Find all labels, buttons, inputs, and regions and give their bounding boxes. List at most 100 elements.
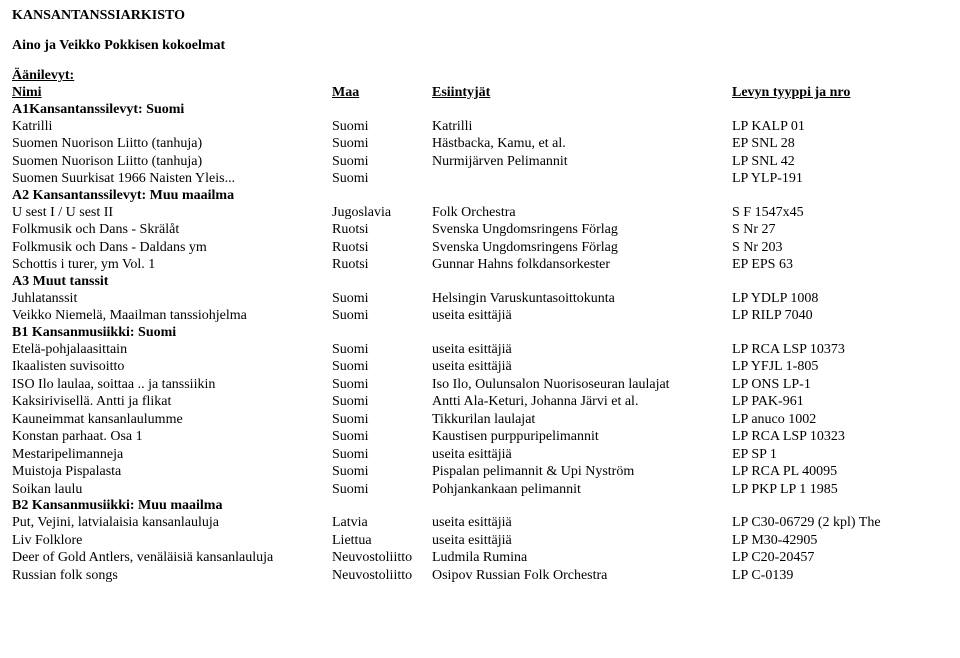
cell-country: Suomi bbox=[332, 358, 432, 376]
cell-name: Konstan parhaat. Osa 1 bbox=[12, 428, 332, 446]
cell-performer: Nurmijärven Pelimannit bbox=[432, 153, 732, 171]
cell-country: Ruotsi bbox=[332, 256, 432, 274]
cell-performer: Helsingin Varuskuntasoittokunta bbox=[432, 290, 732, 308]
cell-country: Suomi bbox=[332, 463, 432, 481]
cell-country: Jugoslavia bbox=[332, 204, 432, 222]
cell-country: Suomi bbox=[332, 135, 432, 153]
cell-type: LP YFJL 1-805 bbox=[732, 358, 948, 376]
cell-type: LP C-0139 bbox=[732, 567, 948, 585]
table-row: Deer of Gold Antlers, venäläisiä kansanl… bbox=[12, 549, 948, 567]
cell-type: LP RCA PL 40095 bbox=[732, 463, 948, 481]
cell-performer: Svenska Ungdomsringens Förlag bbox=[432, 239, 732, 257]
cell-country: Ruotsi bbox=[332, 221, 432, 239]
cell-performer: useita esittäjiä bbox=[432, 514, 732, 532]
cell-name: Soikan laulu bbox=[12, 481, 332, 499]
cell-type: LP anuco 1002 bbox=[732, 411, 948, 429]
table-row: JuhlatanssitSuomiHelsingin Varuskuntasoi… bbox=[12, 290, 948, 308]
cell-name: Kauneimmat kansanlaulumme bbox=[12, 411, 332, 429]
cell-country: Suomi bbox=[332, 428, 432, 446]
cell-name: U sest I / U sest II bbox=[12, 204, 332, 222]
table-row: MestaripelimannejaSuomiuseita esittäjiäE… bbox=[12, 446, 948, 464]
cell-performer: Katrilli bbox=[432, 118, 732, 136]
cell-performer: useita esittäjiä bbox=[432, 446, 732, 464]
table-row: Suomen Nuorison Liitto (tanhuja)SuomiNur… bbox=[12, 153, 948, 171]
cell-performer: Gunnar Hahns folkdansorkester bbox=[432, 256, 732, 274]
cell-country: Ruotsi bbox=[332, 239, 432, 257]
table-row: Kauneimmat kansanlaulummeSuomiTikkurilan… bbox=[12, 411, 948, 429]
table-row: Liv FolkloreLiettuauseita esittäjiäLP M3… bbox=[12, 532, 948, 550]
col-type-header: Levyn tyyppi ja nro bbox=[732, 84, 948, 102]
cell-country: Suomi bbox=[332, 376, 432, 394]
cell-name: Russian folk songs bbox=[12, 567, 332, 585]
cell-performer: Ludmila Rumina bbox=[432, 549, 732, 567]
cell-type: EP EPS 63 bbox=[732, 256, 948, 274]
cell-name: Suomen Suurkisat 1966 Naisten Yleis... bbox=[12, 170, 332, 188]
table-row: Muistoja PispalastaSuomiPispalan peliman… bbox=[12, 463, 948, 481]
col-country-header: Maa bbox=[332, 84, 432, 102]
cell-performer: Osipov Russian Folk Orchestra bbox=[432, 567, 732, 585]
cell-country: Liettua bbox=[332, 532, 432, 550]
cell-performer: useita esittäjiä bbox=[432, 358, 732, 376]
cell-country: Suomi bbox=[332, 307, 432, 325]
table-row: Suomen Nuorison Liitto (tanhuja)SuomiHäs… bbox=[12, 135, 948, 153]
cell-country: Suomi bbox=[332, 411, 432, 429]
cell-type: S Nr 27 bbox=[732, 221, 948, 239]
sections-container: A1Kansantanssilevyt: SuomiKatrilliSuomiK… bbox=[12, 102, 948, 585]
cell-name: Juhlatanssit bbox=[12, 290, 332, 308]
cell-type: LP PKP LP 1 1985 bbox=[732, 481, 948, 499]
cell-type: LP RCA LSP 10323 bbox=[732, 428, 948, 446]
table-row: ISO Ilo laulaa, soittaa .. ja tanssiikin… bbox=[12, 376, 948, 394]
cell-name: Folkmusik och Dans - Daldans ym bbox=[12, 239, 332, 257]
cell-name: Mestaripelimanneja bbox=[12, 446, 332, 464]
cell-country: Suomi bbox=[332, 170, 432, 188]
cell-country: Suomi bbox=[332, 118, 432, 136]
cell-name: Ikaalisten suvisoitto bbox=[12, 358, 332, 376]
section-heading: A3 Muut tanssit bbox=[12, 274, 948, 290]
cell-performer: Hästbacka, Kamu, et al. bbox=[432, 135, 732, 153]
table-row: Konstan parhaat. Osa 1SuomiKaustisen pur… bbox=[12, 428, 948, 446]
cell-country: Neuvostoliitto bbox=[332, 549, 432, 567]
table-row: Schottis i turer, ym Vol. 1RuotsiGunnar … bbox=[12, 256, 948, 274]
cell-name: ISO Ilo laulaa, soittaa .. ja tanssiikin bbox=[12, 376, 332, 394]
cell-type: LP KALP 01 bbox=[732, 118, 948, 136]
cell-performer: useita esittäjiä bbox=[432, 341, 732, 359]
cell-country: Suomi bbox=[332, 481, 432, 499]
table-row: Russian folk songsNeuvostoliittoOsipov R… bbox=[12, 567, 948, 585]
cell-name: Schottis i turer, ym Vol. 1 bbox=[12, 256, 332, 274]
cell-type: LP C20-20457 bbox=[732, 549, 948, 567]
cell-type: LP PAK-961 bbox=[732, 393, 948, 411]
cell-performer: Pohjankankaan pelimannit bbox=[432, 481, 732, 499]
document-page: KANSANTANSSIARKISTO Aino ja Veikko Pokki… bbox=[0, 0, 960, 596]
table-row: Suomen Suurkisat 1966 Naisten Yleis...Su… bbox=[12, 170, 948, 188]
col-performer-header: Esiintyjät bbox=[432, 84, 732, 102]
cell-country: Suomi bbox=[332, 393, 432, 411]
cell-type: LP M30-42905 bbox=[732, 532, 948, 550]
table-row: Put, Vejini, latvialaisia kansanlaulujaL… bbox=[12, 514, 948, 532]
cell-performer: Antti Ala-Keturi, Johanna Järvi et al. bbox=[432, 393, 732, 411]
cell-performer: Tikkurilan laulajat bbox=[432, 411, 732, 429]
cell-performer: Kaustisen purppuripelimannit bbox=[432, 428, 732, 446]
cell-performer: Folk Orchestra bbox=[432, 204, 732, 222]
table-row: Folkmusik och Dans - Daldans ymRuotsiSve… bbox=[12, 239, 948, 257]
page-title: KANSANTANSSIARKISTO bbox=[12, 8, 948, 24]
cell-country: Neuvostoliitto bbox=[332, 567, 432, 585]
section-heading: B1 Kansanmusiikki: Suomi bbox=[12, 325, 948, 341]
cell-name: Kaksirivisellä. Antti ja flikat bbox=[12, 393, 332, 411]
cell-name: Put, Vejini, latvialaisia kansanlauluja bbox=[12, 514, 332, 532]
cell-performer: Svenska Ungdomsringens Förlag bbox=[432, 221, 732, 239]
table-row: KatrilliSuomiKatrilliLP KALP 01 bbox=[12, 118, 948, 136]
cell-performer: Pispalan pelimannit & Upi Nyström bbox=[432, 463, 732, 481]
cell-type: EP SNL 28 bbox=[732, 135, 948, 153]
table-row: Kaksirivisellä. Antti ja flikatSuomiAntt… bbox=[12, 393, 948, 411]
spacer bbox=[12, 24, 948, 38]
cell-name: Liv Folklore bbox=[12, 532, 332, 550]
cell-name: Veikko Niemelä, Maailman tanssiohjelma bbox=[12, 307, 332, 325]
subtitle: Aino ja Veikko Pokkisen kokoelmat bbox=[12, 38, 948, 54]
cell-country: Suomi bbox=[332, 153, 432, 171]
cell-type: LP ONS LP-1 bbox=[732, 376, 948, 394]
table-row: Veikko Niemelä, Maailman tanssiohjelmaSu… bbox=[12, 307, 948, 325]
cell-name: Etelä-pohjalaasittain bbox=[12, 341, 332, 359]
table-row: U sest I / U sest IIJugoslaviaFolk Orche… bbox=[12, 204, 948, 222]
cell-name: Katrilli bbox=[12, 118, 332, 136]
section-heading: A2 Kansantanssilevyt: Muu maailma bbox=[12, 188, 948, 204]
